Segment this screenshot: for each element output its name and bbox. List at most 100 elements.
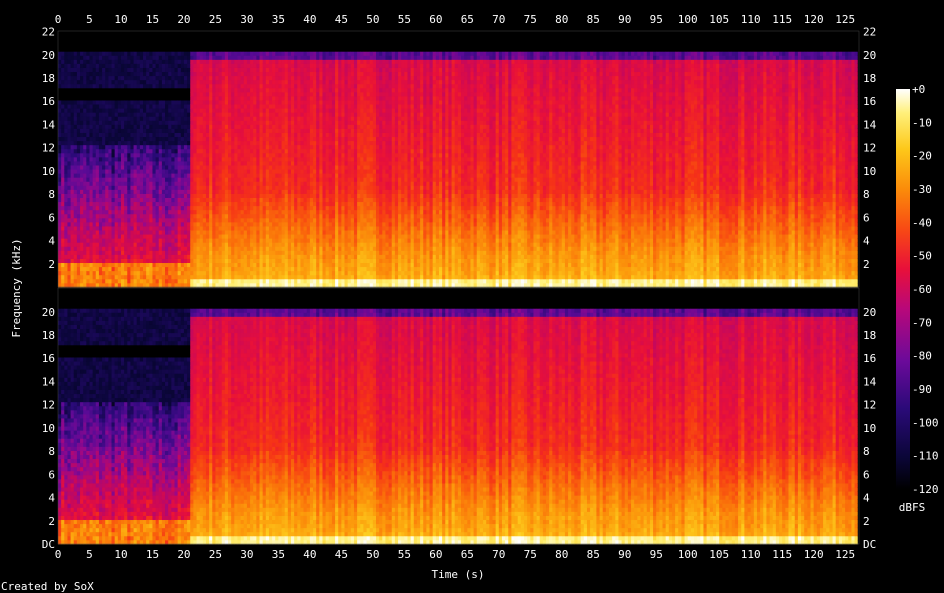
- colorbar-tick-label: -60: [912, 283, 932, 296]
- colorbar-ticks: +0 -10 -20 -30 -40 -50 -60 -70 -80 -90 -100 -110 -12…: [912, 83, 939, 496]
- y-tick-label-right: 6: [863, 468, 870, 481]
- x-tick-label-bottom: 110: [741, 548, 761, 561]
- y-tick-label-left: 2: [48, 515, 55, 528]
- x-tick-label-bottom: 70: [492, 548, 505, 561]
- credit-text: Created by SoX: [1, 580, 94, 593]
- x-tick-label-top: 15: [146, 13, 159, 26]
- y-tick-label-left: 4: [48, 235, 55, 248]
- x-tick-label-top: 115: [772, 13, 792, 26]
- colorbar-label: dBFS: [899, 501, 926, 514]
- x-tick-label-top: 90: [618, 13, 631, 26]
- colorbar-tick-label: -100: [912, 416, 939, 429]
- y-tick-label-left: 20: [42, 306, 55, 319]
- y-tick-label-left: 16: [42, 352, 55, 365]
- colorbar-tick-label: -50: [912, 250, 932, 263]
- y-tick-label-left: 8: [48, 445, 55, 458]
- x-axis-label: Time (s): [432, 568, 485, 581]
- x-tick-label-bottom: 85: [587, 548, 600, 561]
- x-tick-label-bottom: 5: [86, 548, 93, 561]
- y-tick-label-right: 12: [863, 142, 876, 155]
- y-tick-label-right: 16: [863, 352, 876, 365]
- y-tick-label-left: 22: [42, 26, 55, 39]
- colorbar-gradient: [896, 89, 910, 489]
- y-tick-label-left: 8: [48, 188, 55, 201]
- y-tick-label-left: 14: [42, 375, 56, 388]
- y-tick-label-right: 12: [863, 399, 876, 412]
- x-tick-label-bottom: 55: [398, 548, 411, 561]
- y-tick-label-left: DC: [42, 538, 55, 551]
- colorbar-tick-label: -80: [912, 350, 932, 363]
- x-tick-label-top: 80: [555, 13, 568, 26]
- x-tick-label-bottom: 35: [272, 548, 285, 561]
- y-tick-label-right: 18: [863, 72, 876, 85]
- y-tick-label-right: DC: [863, 538, 876, 551]
- x-tick-label-bottom: 10: [114, 548, 127, 561]
- y-tick-label-left: 2: [48, 258, 55, 271]
- x-tick-label-top: 120: [804, 13, 824, 26]
- x-tick-label-top: 45: [335, 13, 348, 26]
- x-tick-label-top: 35: [272, 13, 285, 26]
- y-tick-label-right: 2: [863, 515, 870, 528]
- y-tick-label-left: 12: [42, 142, 55, 155]
- x-tick-label-bottom: 100: [678, 548, 698, 561]
- x-tick-label-top: 10: [114, 13, 127, 26]
- x-tick-label-top: 85: [587, 13, 600, 26]
- x-tick-label-top: 110: [741, 13, 761, 26]
- y-tick-label-left: 16: [42, 95, 55, 108]
- x-tick-label-bottom: 120: [804, 548, 824, 561]
- x-tick-label-top: 5: [86, 13, 93, 26]
- y-tick-label-left: 10: [42, 165, 55, 178]
- x-tick-label-bottom: 90: [618, 548, 631, 561]
- x-tick-label-top: 20: [177, 13, 190, 26]
- x-tick-label-bottom: 40: [303, 548, 316, 561]
- spectrogram-channel-2: [57, 287, 862, 545]
- x-axis-bottom: 0 5 10 15 20 25 30 35 40 45 50 55 60 65 70 75 80 85 90 95 10…: [55, 548, 855, 561]
- y-tick-label-left: 20: [42, 49, 55, 62]
- y-tick-label-right: 8: [863, 445, 870, 458]
- x-tick-label-top: 100: [678, 13, 698, 26]
- y-tick-label-left: 12: [42, 399, 55, 412]
- x-tick-label-bottom: 105: [709, 548, 729, 561]
- colorbar-tick-label: -20: [912, 150, 932, 163]
- x-tick-label-top: 70: [492, 13, 505, 26]
- x-tick-label-bottom: 45: [335, 548, 348, 561]
- x-tick-label-top: 50: [366, 13, 379, 26]
- y-tick-label-right: 8: [863, 188, 870, 201]
- x-tick-label-bottom: 60: [429, 548, 442, 561]
- x-tick-label-top: 65: [461, 13, 474, 26]
- colorbar-tick-label: -30: [912, 183, 932, 196]
- x-tick-label-bottom: 115: [772, 548, 792, 561]
- x-tick-label-top: 60: [429, 13, 442, 26]
- colorbar-tick-label: -110: [912, 450, 939, 463]
- x-tick-label-bottom: 95: [650, 548, 663, 561]
- colorbar-tick-label: -70: [912, 316, 932, 329]
- spectrogram-channel-1: [57, 30, 862, 288]
- x-tick-label-bottom: 65: [461, 548, 474, 561]
- y-tick-label-left: 6: [48, 468, 55, 481]
- colorbar: [896, 89, 910, 489]
- y-tick-label-right: 6: [863, 211, 870, 224]
- x-tick-label-top: 75: [524, 13, 537, 26]
- x-tick-label-bottom: 25: [209, 548, 222, 561]
- y-tick-label-left: 6: [48, 211, 55, 224]
- x-tick-label-top: 55: [398, 13, 411, 26]
- x-tick-label-bottom: 50: [366, 548, 379, 561]
- y-tick-label-left: 18: [42, 72, 55, 85]
- colorbar-tick-label: +0: [912, 83, 925, 96]
- y-tick-label-right: 4: [863, 235, 870, 248]
- x-axis-top: 0 5 10 15 20 25 30 35 40 45 50 55 60 65 70 75 80 85 90 95 10…: [55, 13, 855, 26]
- x-tick-label-bottom: 30: [240, 548, 253, 561]
- y-tick-label-right: 10: [863, 422, 876, 435]
- x-tick-label-bottom: 80: [555, 548, 568, 561]
- y-tick-label-right: 20: [863, 49, 876, 62]
- y-tick-label-right: 18: [863, 329, 876, 342]
- colorbar-tick-label: -40: [912, 216, 932, 229]
- y-tick-label-left: 18: [42, 329, 55, 342]
- x-tick-label-top: 95: [650, 13, 663, 26]
- x-tick-label-top: 40: [303, 13, 316, 26]
- x-tick-label-top: 125: [835, 13, 855, 26]
- x-tick-label-top: 105: [709, 13, 729, 26]
- x-tick-label-bottom: 15: [146, 548, 159, 561]
